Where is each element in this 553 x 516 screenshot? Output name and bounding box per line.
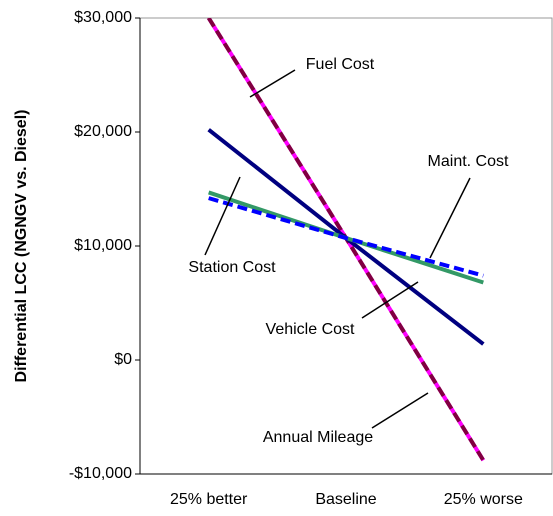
y-tick-label: $0 <box>114 351 132 368</box>
annotation-leader <box>204 176 241 256</box>
annotation-leader <box>429 177 471 259</box>
annotation: Maint. Cost <box>428 153 509 170</box>
y-tick-label: $10,000 <box>74 237 132 254</box>
y-tick-label: -$10,000 <box>69 465 132 482</box>
y-axis-label: Differential LCC (NGNGV vs. Diesel) <box>13 110 30 383</box>
plot-frame <box>139 17 553 475</box>
annotation: Fuel Cost <box>306 56 375 73</box>
y-tick-label: $20,000 <box>74 123 132 140</box>
x-tick-label: 25% better <box>170 491 248 508</box>
annotation: Station Cost <box>188 259 276 276</box>
annotation: Vehicle Cost <box>266 321 355 338</box>
annotation: Annual Mileage <box>263 429 373 446</box>
annotation-leader <box>361 281 419 319</box>
x-tick-label: 25% worse <box>444 491 523 508</box>
y-tick-label: $30,000 <box>74 9 132 26</box>
line-series <box>208 196 484 278</box>
x-tick-label: Baseline <box>315 491 376 508</box>
annotation-leader <box>249 69 296 98</box>
annotation-leader <box>371 392 429 429</box>
